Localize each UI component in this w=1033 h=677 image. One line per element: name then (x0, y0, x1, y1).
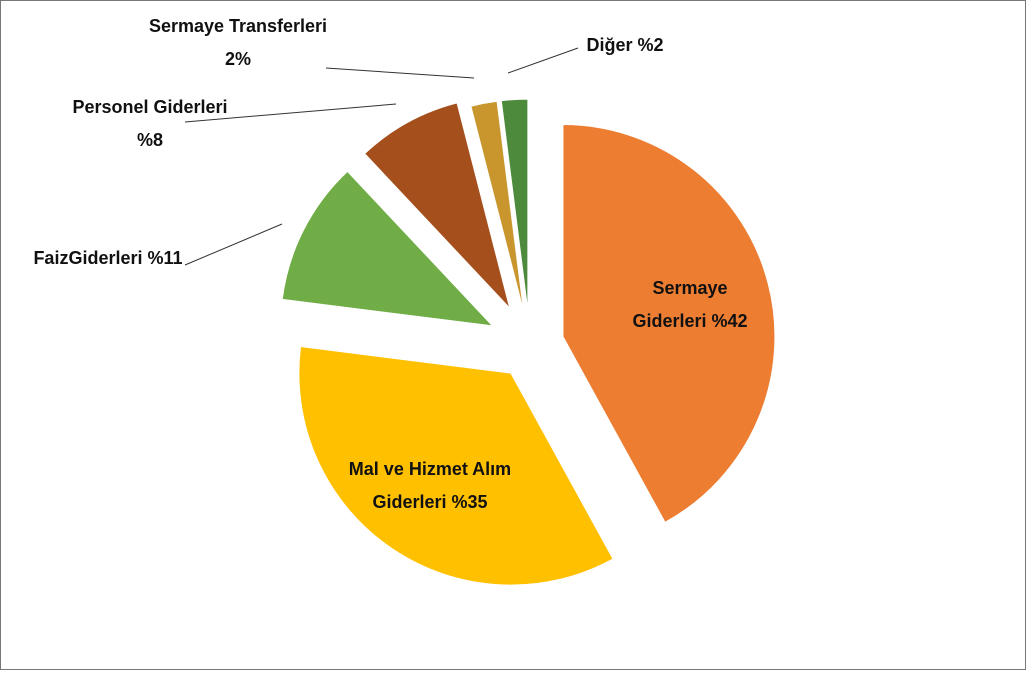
pie-slice (281, 170, 494, 327)
leader-line (184, 223, 283, 266)
slice-label: Mal ve Hizmet Alım Giderleri %35 (343, 453, 518, 519)
leader-line (184, 103, 397, 123)
pie-slice (470, 100, 525, 312)
slice-label: Sermaye Transferleri 2% (143, 10, 333, 76)
leader-line (325, 67, 475, 79)
slice-label: Personel Giderleri %8 (70, 91, 230, 157)
slice-label: Diğer %2 (550, 29, 700, 62)
category-label: Diğer (586, 35, 633, 55)
category-label: Personel Giderleri (72, 97, 228, 117)
leader-line (507, 47, 579, 74)
value-label: 2% (224, 49, 251, 69)
pie-slice (562, 124, 776, 524)
category-label: Sermaye Transferleri (148, 16, 328, 36)
pie-slice (298, 345, 614, 586)
category-label: Mal ve Hizmet Alım Giderleri (348, 459, 512, 512)
pie-slice (500, 98, 529, 312)
category-label: Sermaye Giderleri (632, 278, 728, 331)
value-label: %42 (711, 311, 748, 331)
pie-slice (363, 102, 511, 309)
value-label: %2 (637, 35, 664, 55)
value-label: %35 (451, 492, 488, 512)
slice-label: Sermaye Giderleri %42 (615, 272, 765, 338)
slice-label: FaizGiderleri %11 (28, 242, 188, 275)
category-label: FaizGiderleri (33, 248, 143, 268)
value-label: %11 (147, 248, 183, 268)
value-label: %8 (136, 130, 163, 150)
